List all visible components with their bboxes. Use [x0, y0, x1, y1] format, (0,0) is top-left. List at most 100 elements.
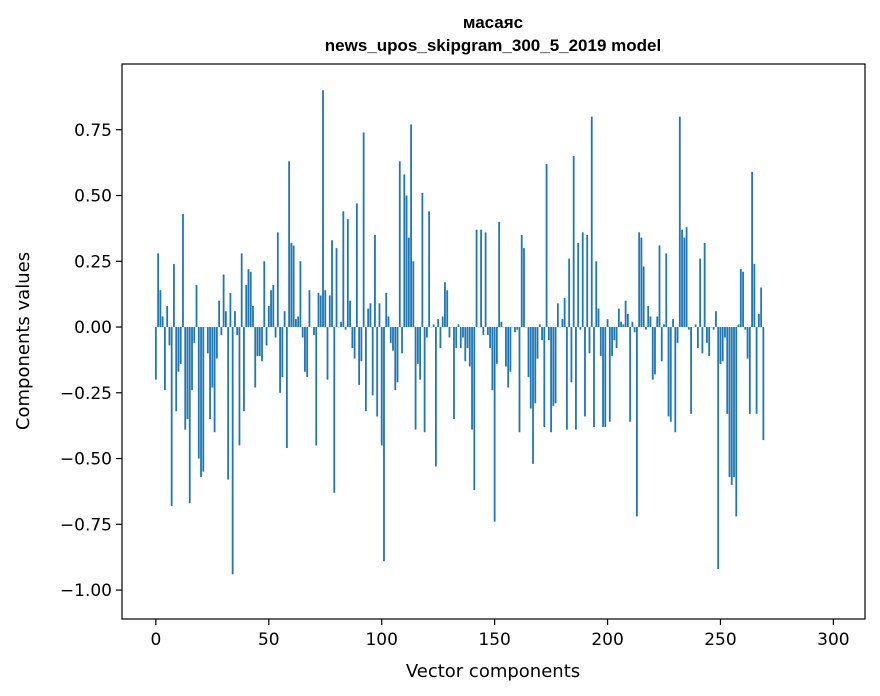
bar-120 [425, 327, 428, 338]
bar-28 [218, 300, 221, 328]
bar-88 [353, 327, 356, 359]
bar-134 [457, 324, 460, 328]
bar-92 [362, 132, 365, 328]
bar-194 [593, 327, 595, 427]
bar-228 [669, 327, 672, 422]
x-axis: 0 50 100 150 200 250 300 [150, 619, 850, 650]
bar-188 [579, 327, 582, 330]
bar-239 [694, 324, 697, 328]
bar-208 [624, 300, 627, 328]
y-tick-label: 0.75 [74, 121, 112, 141]
bar-58 [285, 327, 288, 449]
bar-1 [157, 253, 160, 328]
x-tick-label: 0 [150, 630, 161, 650]
bar-126 [439, 327, 442, 349]
bar-60 [290, 242, 293, 328]
bar-36 [236, 327, 239, 335]
bar-187 [577, 242, 580, 328]
bar-230 [674, 327, 677, 433]
bar-90 [358, 327, 361, 385]
bar-10 [177, 327, 180, 372]
bar-62 [294, 319, 297, 328]
bar-206 [620, 321, 622, 328]
x-tick-label: 300 [817, 630, 849, 650]
bar-153 [500, 321, 503, 328]
bar-174 [547, 327, 550, 341]
bar-133 [455, 327, 458, 349]
bar-33 [229, 292, 232, 328]
bar-240 [696, 327, 699, 349]
bar-96 [371, 327, 374, 396]
bar-86 [349, 300, 351, 328]
bar-207 [622, 324, 625, 328]
bar-101 [383, 327, 385, 562]
y-tick-label: 0.00 [74, 318, 112, 338]
bar-161 [518, 327, 521, 433]
bar-59 [288, 161, 291, 328]
bar-110 [403, 174, 406, 328]
bar-218 [647, 305, 650, 328]
bar-135 [459, 327, 462, 349]
y-tick-label: −0.75 [60, 515, 112, 535]
y-tick-label: −0.50 [60, 450, 112, 470]
bar-43 [252, 305, 254, 328]
bar-229 [672, 319, 674, 328]
bar-115 [414, 327, 417, 430]
bar-24 [209, 327, 211, 420]
bar-237 [690, 327, 693, 414]
bar-189 [581, 232, 584, 328]
bar-7 [170, 327, 173, 506]
bar-261 [744, 327, 747, 330]
bar-40 [245, 284, 248, 328]
bar-213 [636, 327, 638, 517]
bar-211 [631, 321, 634, 328]
bar-20 [200, 327, 202, 477]
bar-39 [243, 327, 245, 412]
bar-77 [328, 295, 331, 328]
bar-80 [335, 248, 338, 328]
bar-169 [536, 327, 539, 359]
bar-166 [529, 327, 532, 409]
bar-111 [405, 195, 408, 328]
bar-221 [654, 327, 656, 375]
plot-frame [121, 63, 866, 620]
bar-55 [279, 327, 281, 393]
bar-84 [344, 327, 347, 330]
bar-140 [471, 327, 473, 430]
bar-182 [565, 327, 568, 430]
bar-148 [489, 327, 492, 349]
bar-94 [367, 308, 370, 328]
bar-65 [301, 327, 304, 338]
bar-79 [333, 327, 336, 493]
bar-18 [195, 284, 198, 328]
bar-19 [197, 327, 200, 459]
bar-181 [563, 298, 566, 328]
bar-210 [629, 327, 632, 422]
bar-268 [760, 287, 763, 328]
bar-107 [396, 327, 399, 383]
bar-251 [721, 327, 724, 362]
bar-219 [649, 316, 652, 328]
bar-142 [475, 229, 478, 328]
bar-227 [667, 327, 670, 417]
bar-103 [387, 316, 390, 328]
bar-117 [419, 327, 422, 380]
x-tick-label: 50 [258, 630, 280, 650]
bar-243 [703, 242, 706, 328]
bar-132 [453, 327, 455, 420]
bar-147 [486, 327, 489, 335]
bar-262 [746, 327, 749, 359]
bar-15 [188, 327, 191, 504]
bar-75 [324, 290, 327, 328]
bar-106 [394, 327, 397, 391]
bar-118 [421, 192, 424, 328]
bar-41 [247, 269, 250, 328]
bar-252 [724, 327, 726, 338]
bar-23 [206, 327, 209, 354]
bar-61 [292, 245, 295, 328]
y-tick-label: 0.25 [74, 252, 112, 272]
x-tick-label: 250 [704, 630, 736, 650]
bar-176 [552, 327, 555, 406]
bar-257 [735, 327, 738, 517]
bar-217 [645, 327, 647, 330]
